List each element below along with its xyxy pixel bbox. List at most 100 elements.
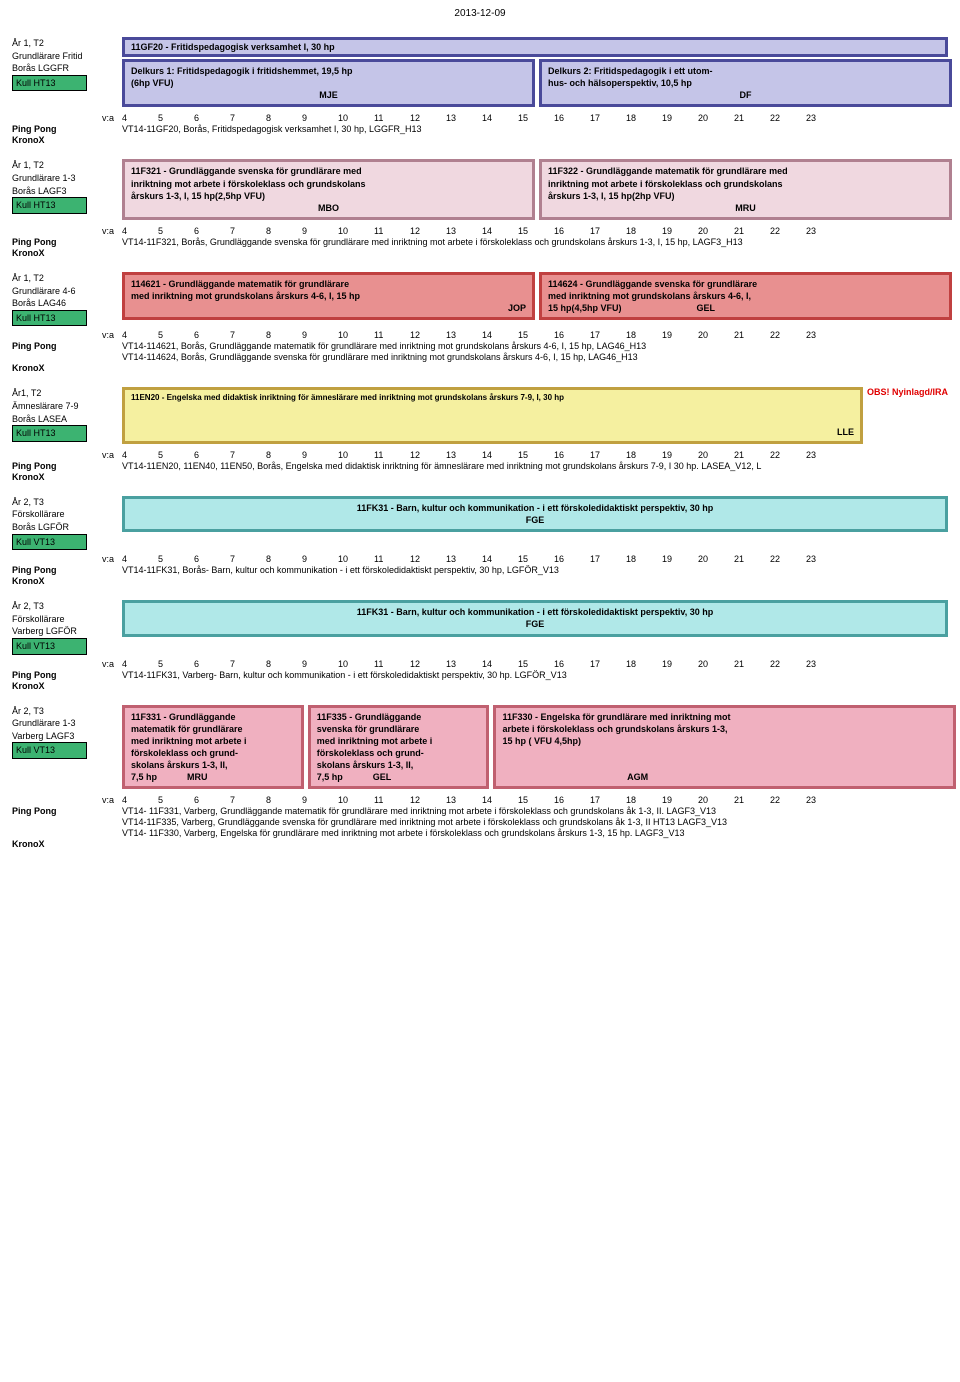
week-number: 14 <box>482 554 518 564</box>
week-number: 5 <box>158 795 194 805</box>
course-box: 11F330 - Engelska för grundlärare med in… <box>493 705 956 790</box>
course-line: Delkurs 1: Fritidspedagogik i fritidshem… <box>131 65 526 77</box>
week-number: 15 <box>518 795 554 805</box>
week-number: 12 <box>410 450 446 460</box>
course-box-row: Delkurs 1: Fritidspedagogik i fritidshem… <box>122 59 948 107</box>
pingpong-label: Ping Pong <box>12 341 122 351</box>
pingpong-text: VT14-11GF20, Borås, Fritidspedagogisk ve… <box>122 124 948 134</box>
pingpong-label <box>12 828 122 838</box>
week-number: 23 <box>806 330 842 340</box>
week-number: 17 <box>590 554 626 564</box>
section-meta-line: År 1, T2 <box>12 159 116 172</box>
course-line: förskoleklass och grund- <box>131 747 295 759</box>
week-number: 6 <box>194 330 230 340</box>
week-number: 10 <box>338 659 374 669</box>
pingpong-label: Ping Pong <box>12 461 122 471</box>
course-line: inriktning mot arbete i förskoleklass oc… <box>548 178 943 190</box>
pingpong-label: Ping Pong <box>12 806 122 816</box>
schedule-section: År 1, T2Grundlärare 1-3Borås LAGF3Kull H… <box>12 159 948 258</box>
week-number: 13 <box>446 113 482 123</box>
week-number: 9 <box>302 554 338 564</box>
course-line <box>502 759 947 771</box>
week-number: 23 <box>806 113 842 123</box>
pingpong-row: Ping PongVT14-11FK31, Borås- Barn, kultu… <box>12 565 948 575</box>
va-label: v:a <box>12 659 122 669</box>
week-numbers: 4567891011121314151617181920212223 <box>122 659 842 669</box>
course-line: 15 hp(4,5hp VFU) GEL <box>548 302 943 314</box>
week-number: 18 <box>626 113 662 123</box>
week-number: 7 <box>230 113 266 123</box>
week-number: 17 <box>590 330 626 340</box>
week-numbers: 4567891011121314151617181920212223 <box>122 450 842 460</box>
week-number: 20 <box>698 330 734 340</box>
va-label: v:a <box>12 554 122 564</box>
week-number: 22 <box>770 226 806 236</box>
course-line <box>131 404 854 415</box>
course-line: (6hp VFU) <box>131 77 526 89</box>
week-number: 8 <box>266 113 302 123</box>
course-line: med inriktning mot arbete i <box>317 735 481 747</box>
va-label: v:a <box>12 113 122 123</box>
obs-note: OBS! Nyinlagd/IRA <box>867 387 948 397</box>
va-label: v:a <box>12 450 122 460</box>
course-tag: FGE <box>131 514 939 526</box>
week-number: 12 <box>410 659 446 669</box>
course-line: 7,5 hp GEL <box>317 771 481 783</box>
pingpong-text: VT14-114621, Borås, Grundläggande matema… <box>122 341 948 351</box>
pingpong-label <box>12 817 122 827</box>
week-number: 10 <box>338 330 374 340</box>
course-line: inriktning mot arbete i förskoleklass oc… <box>131 178 526 190</box>
section-content: 11F321 - Grundläggande svenska för grund… <box>122 159 948 222</box>
section-meta-line: Grundlärare 1-3 <box>12 172 116 185</box>
week-number: 7 <box>230 554 266 564</box>
week-number: 5 <box>158 330 194 340</box>
course-line <box>502 747 947 759</box>
course-box-row: 11F321 - Grundläggande svenska för grund… <box>122 159 948 220</box>
week-number: 14 <box>482 659 518 669</box>
course-box: Delkurs 2: Fritidspedagogik i ett utom-h… <box>539 59 952 107</box>
course-line: årskurs 1-3, I, 15 hp(2hp VFU) <box>548 190 943 202</box>
course-box: 11FK31 - Barn, kultur och kommunikation … <box>122 600 948 636</box>
week-number: 20 <box>698 113 734 123</box>
date-header: 2013-12-09 <box>12 8 948 19</box>
week-number: 19 <box>662 113 698 123</box>
week-number: 14 <box>482 113 518 123</box>
week-axis-row: v:a4567891011121314151617181920212223 <box>12 450 948 460</box>
week-number: 18 <box>626 795 662 805</box>
week-numbers: 4567891011121314151617181920212223 <box>122 226 842 236</box>
section-header-bar: 11GF20 - Fritidspedagogisk verksamhet I,… <box>122 37 948 57</box>
week-number: 13 <box>446 226 482 236</box>
week-number: 22 <box>770 659 806 669</box>
boxes-wrap: 11F321 - Grundläggande svenska för grund… <box>122 159 948 222</box>
kronox-row: KronoX <box>12 248 948 258</box>
course-line: skolans årskurs 1-3, II, <box>317 759 481 771</box>
course-tag: MRU <box>548 202 943 214</box>
course-box: 114621 - Grundläggande matematik för gru… <box>122 272 535 320</box>
schedule-section: År1, T2Ämneslärare 7-9Borås LASEAKull HT… <box>12 387 948 482</box>
week-number: 19 <box>662 554 698 564</box>
course-tag: DF <box>548 89 943 101</box>
week-number: 19 <box>662 226 698 236</box>
course-box: 114624 - Grundläggande svenska för grund… <box>539 272 952 320</box>
section-content: 11FK31 - Barn, kultur och kommunikation … <box>122 496 948 534</box>
course-tag: FGE <box>131 618 939 630</box>
kronox-row: KronoX <box>12 681 948 691</box>
week-number: 14 <box>482 226 518 236</box>
week-numbers: 4567891011121314151617181920212223 <box>122 554 842 564</box>
kull-badge: Kull VT13 <box>12 534 87 551</box>
boxes-wrap: Delkurs 1: Fritidspedagogik i fritidshem… <box>122 59 948 109</box>
course-box: 11F335 - Grundläggandesvenska för grundl… <box>308 705 490 790</box>
week-number: 15 <box>518 450 554 460</box>
pingpong-text: VT14-114624, Borås, Grundläggande svensk… <box>122 352 948 362</box>
week-number: 11 <box>374 450 410 460</box>
kronox-label: KronoX <box>12 135 122 145</box>
section-meta-line: Grundlärare 1-3 <box>12 717 116 730</box>
week-number: 18 <box>626 226 662 236</box>
week-number: 12 <box>410 113 446 123</box>
course-line: Delkurs 2: Fritidspedagogik i ett utom- <box>548 65 943 77</box>
kull-badge: Kull VT13 <box>12 742 87 759</box>
pingpong-text: VT14-11F335, Varberg, Grundläggande sven… <box>122 817 948 827</box>
course-line: med inriktning mot grundskolans årskurs … <box>548 290 943 302</box>
week-number: 17 <box>590 659 626 669</box>
kronox-row: KronoX <box>12 135 948 145</box>
